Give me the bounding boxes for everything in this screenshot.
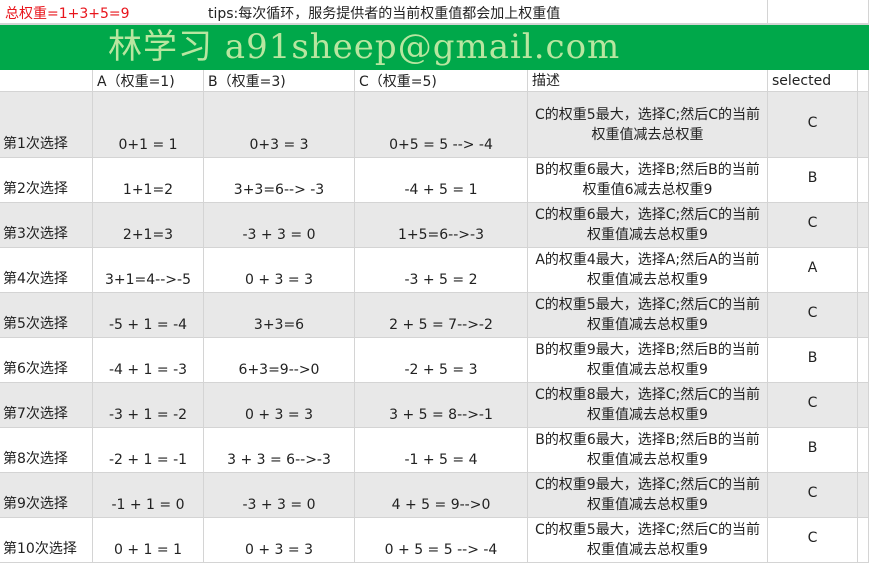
row-label[interactable]: 第10次选择 [0, 518, 93, 563]
empty-cell[interactable] [858, 203, 869, 248]
cell-desc[interactable]: B的权重6最大，选择B;然后B的当前权重值6减去总权重9 [528, 158, 768, 203]
table-row: 第8次选择 -2 + 1 = -1 3 + 3 = 6-->-3 -1 + 5 = 4… [0, 428, 869, 473]
cell-a[interactable]: -3 + 1 = -2 [93, 383, 204, 428]
cell-selected[interactable]: B [768, 158, 858, 203]
empty-cell[interactable] [858, 473, 869, 518]
cell-a[interactable]: -2 + 1 = -1 [93, 428, 204, 473]
cell-c[interactable]: 0+5 = 5 --> -4 [355, 92, 528, 158]
cell-a[interactable]: 0 + 1 = 1 [93, 518, 204, 563]
cell-desc[interactable]: B的权重9最大，选择B;然后B的当前权重值减去总权重9 [528, 338, 768, 383]
row-label[interactable]: 第3次选择 [0, 203, 93, 248]
cell-desc[interactable]: C的权重9最大，选择C;然后C的当前权重值减去总权重9 [528, 473, 768, 518]
cell-selected[interactable]: C [768, 518, 858, 563]
cell-b[interactable]: 0 + 3 = 3 [204, 383, 355, 428]
cell-a[interactable]: -5 + 1 = -4 [93, 293, 204, 338]
table-row: 第2次选择 1+1=2 3+3=6--> -3 -4 + 5 = 1 B的权重6最大，选… [0, 158, 869, 203]
row-label[interactable]: 第2次选择 [0, 158, 93, 203]
header-a[interactable]: A（权重=1) [93, 70, 204, 92]
cell-b[interactable]: -3 + 3 = 0 [204, 203, 355, 248]
row-label[interactable]: 第1次选择 [0, 92, 93, 158]
cell-c[interactable]: 3 + 5 = 8-->-1 [355, 383, 528, 428]
cell-selected[interactable]: C [768, 203, 858, 248]
green-band [0, 25, 869, 70]
header-row: A（权重=1) B（权重=3) C（权重=5) 描述 selected [0, 70, 869, 92]
cell-a[interactable]: 1+1=2 [93, 158, 204, 203]
tips-cell[interactable]: tips:每次循环，服务提供者的当前权重值都会加上权重值 [208, 5, 561, 22]
header-desc[interactable]: 描述 [528, 70, 768, 92]
cell-a[interactable]: -4 + 1 = -3 [93, 338, 204, 383]
row-label[interactable]: 第7次选择 [0, 383, 93, 428]
cell-selected[interactable]: C [768, 473, 858, 518]
row-label[interactable]: 第9次选择 [0, 473, 93, 518]
cell-desc[interactable]: C的权重6最大，选择C;然后C的当前权重值减去总权重9 [528, 203, 768, 248]
header-c[interactable]: C（权重=5) [355, 70, 528, 92]
cell-a[interactable]: 3+1=4-->-5 [93, 248, 204, 293]
empty-cell[interactable] [858, 428, 869, 473]
empty-cell[interactable] [858, 158, 869, 203]
cell-selected[interactable]: C [768, 293, 858, 338]
cell-b[interactable]: 3 + 3 = 6-->-3 [204, 428, 355, 473]
table-row: 第3次选择 2+1=3 -3 + 3 = 0 1+5=6-->-3 C的权重6最大，选择… [0, 203, 869, 248]
table-row: 第6次选择 -4 + 1 = -3 6+3=9-->0 -2 + 5 = 3 B的权重9… [0, 338, 869, 383]
header-b[interactable]: B（权重=3) [204, 70, 355, 92]
cell-desc[interactable]: C的权重5最大，选择C;然后C的当前权重值减去总权重9 [528, 518, 768, 563]
table-row: 第4次选择 3+1=4-->-5 0 + 3 = 3 -3 + 5 = 2 A的权重4最… [0, 248, 869, 293]
cell-b[interactable]: 6+3=9-->0 [204, 338, 355, 383]
cell-a[interactable]: 0+1 = 1 [93, 92, 204, 158]
cell-c[interactable]: -2 + 5 = 3 [355, 338, 528, 383]
cell-desc[interactable]: A的权重4最大，选择A;然后A的当前权重值减去总权重9 [528, 248, 768, 293]
cell-desc[interactable]: C的权重8最大，选择C;然后C的当前权重值减去总权重9 [528, 383, 768, 428]
cell-a[interactable]: 2+1=3 [93, 203, 204, 248]
cell-c[interactable]: -4 + 5 = 1 [355, 158, 528, 203]
cell-b[interactable]: 0 + 3 = 3 [204, 248, 355, 293]
row-label[interactable]: 第8次选择 [0, 428, 93, 473]
cell-b[interactable]: -3 + 3 = 0 [204, 473, 355, 518]
cell-selected[interactable]: A [768, 248, 858, 293]
header-blank[interactable] [0, 70, 93, 92]
row-label[interactable]: 第5次选择 [0, 293, 93, 338]
cell-c[interactable]: 2 + 5 = 7-->-2 [355, 293, 528, 338]
cell-a[interactable]: -1 + 1 = 0 [93, 473, 204, 518]
cell-c[interactable]: 0 + 5 = 5 --> -4 [355, 518, 528, 563]
table-row: 第1次选择 0+1 = 1 0+3 = 3 0+5 = 5 --> -4 C的权重5最大… [0, 92, 869, 158]
total-weight-cell[interactable]: 总权重=1+3+5=9 [5, 5, 130, 22]
cell-b[interactable]: 0 + 3 = 3 [204, 518, 355, 563]
cell-b[interactable]: 3+3=6--> -3 [204, 158, 355, 203]
cell-desc[interactable]: C的权重5最大，选择C;然后C的当前权重值减去总权重9 [528, 293, 768, 338]
cell-c[interactable]: -3 + 5 = 2 [355, 248, 528, 293]
cell-b[interactable]: 3+3=6 [204, 293, 355, 338]
empty-cell[interactable] [858, 92, 869, 158]
cell-selected[interactable]: C [768, 92, 858, 158]
cell-selected[interactable]: B [768, 428, 858, 473]
empty-cell[interactable] [858, 248, 869, 293]
cell-b[interactable]: 0+3 = 3 [204, 92, 355, 158]
cell-selected[interactable]: B [768, 338, 858, 383]
empty-cell[interactable] [858, 383, 869, 428]
empty-cell[interactable] [858, 338, 869, 383]
row-label[interactable]: 第6次选择 [0, 338, 93, 383]
header-selected[interactable]: selected [768, 70, 858, 92]
row-label[interactable]: 第4次选择 [0, 248, 93, 293]
cell-c[interactable]: 4 + 5 = 9-->0 [355, 473, 528, 518]
cell-desc[interactable]: B的权重6最大，选择B;然后B的当前权重值减去总权重9 [528, 428, 768, 473]
empty-cell[interactable] [858, 293, 869, 338]
cell-selected[interactable]: C [768, 383, 858, 428]
table-row: 第5次选择 -5 + 1 = -4 3+3=6 2 + 5 = 7-->-2 C的权重5… [0, 293, 869, 338]
cell-desc[interactable]: C的权重5最大，选择C;然后C的当前权重值减去总权重 [528, 92, 768, 158]
cell-c[interactable]: 1+5=6-->-3 [355, 203, 528, 248]
cell-c[interactable]: -1 + 5 = 4 [355, 428, 528, 473]
empty-cell[interactable] [858, 518, 869, 563]
